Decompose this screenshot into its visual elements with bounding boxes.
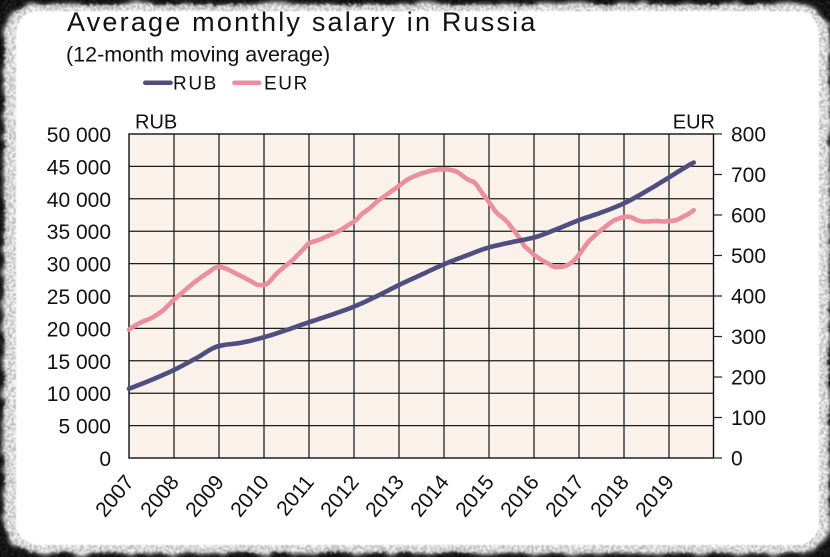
- svg-text:100: 100: [731, 407, 766, 430]
- svg-text:40 000: 40 000: [47, 189, 111, 212]
- svg-text:300: 300: [731, 326, 766, 349]
- svg-text:EUR: EUR: [264, 74, 309, 95]
- svg-text:15 000: 15 000: [47, 351, 111, 374]
- svg-text:700: 700: [731, 164, 766, 187]
- svg-text:EUR: EUR: [673, 112, 715, 134]
- svg-text:30 000: 30 000: [47, 254, 111, 277]
- svg-text:500: 500: [731, 245, 766, 268]
- svg-text:25 000: 25 000: [47, 286, 111, 309]
- svg-text:45 000: 45 000: [47, 156, 111, 179]
- svg-text:600: 600: [731, 205, 766, 228]
- svg-text:10 000: 10 000: [47, 383, 111, 406]
- svg-text:50 000: 50 000: [47, 124, 111, 147]
- svg-text:200: 200: [731, 367, 766, 390]
- svg-text:RUB: RUB: [135, 112, 177, 134]
- svg-text:(12-month moving average): (12-month moving average): [66, 43, 330, 67]
- svg-text:800: 800: [731, 124, 766, 147]
- svg-text:400: 400: [731, 286, 766, 309]
- svg-text:0: 0: [99, 448, 111, 471]
- svg-text:0: 0: [731, 448, 743, 471]
- svg-text:Average monthly salary in Russ: Average monthly salary in Russia: [67, 7, 538, 37]
- svg-text:RUB: RUB: [173, 74, 218, 95]
- svg-text:5 000: 5 000: [58, 416, 111, 439]
- svg-text:20 000: 20 000: [47, 318, 111, 341]
- svg-text:35 000: 35 000: [47, 221, 111, 244]
